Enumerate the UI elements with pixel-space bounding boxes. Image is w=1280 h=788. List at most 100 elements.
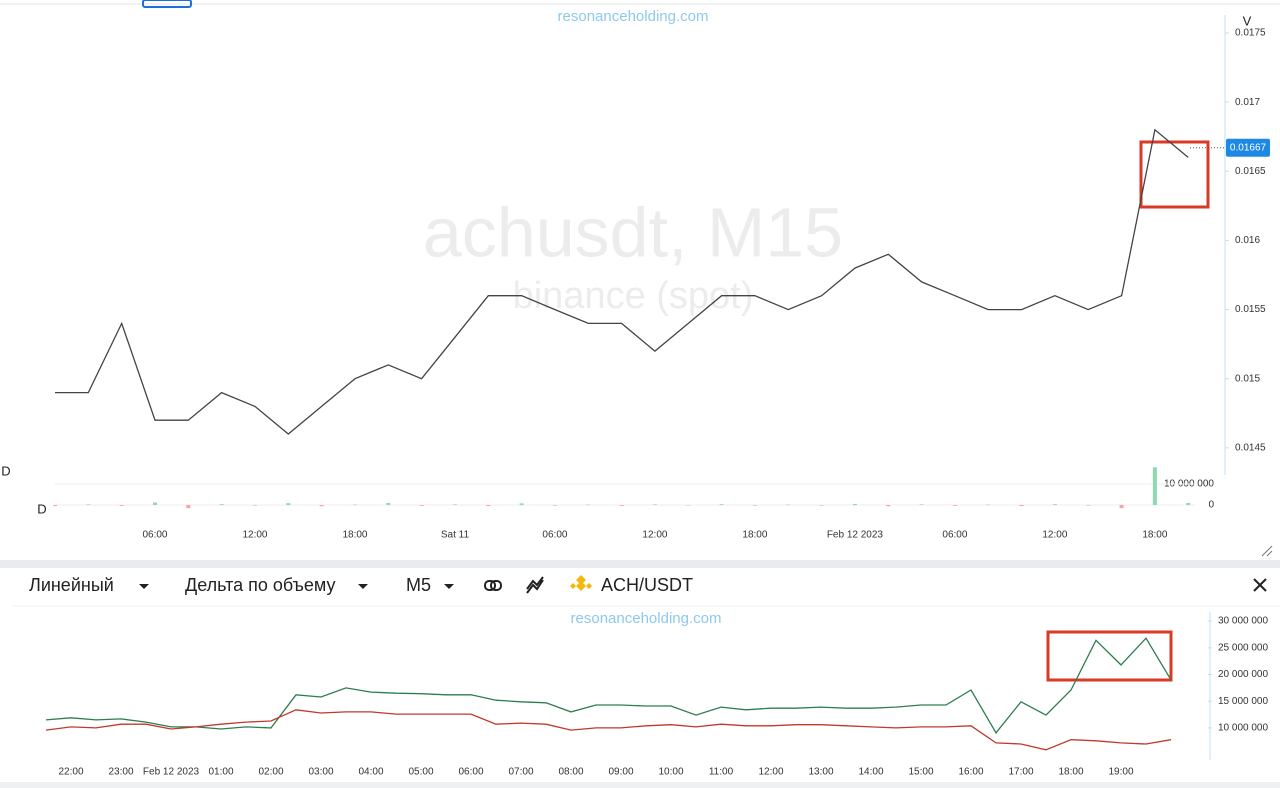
delta-bar — [486, 504, 491, 507]
y-tick-label: 25 000 000 — [1218, 642, 1268, 653]
delta-bar — [786, 504, 791, 506]
x-tick-label: 09:00 — [608, 767, 633, 778]
delta-bar — [852, 503, 857, 505]
x-tick-label: 12:00 — [1042, 530, 1067, 541]
chart-style-select[interactable]: Линейный — [29, 575, 114, 595]
delta-bar — [319, 504, 324, 507]
dropdown-arrow[interactable] — [358, 584, 368, 589]
delta-bar — [386, 502, 391, 505]
delta-bar — [419, 504, 424, 506]
timeframe-select[interactable]: M5 — [406, 575, 431, 595]
x-tick-label: 08:00 — [558, 767, 583, 778]
watermark: resonanceholding.com — [558, 8, 709, 25]
y-tick-label: 20 000 000 — [1218, 669, 1268, 680]
delta-bar — [1086, 504, 1091, 506]
volume-label: V — [1243, 13, 1252, 28]
x-tick-label: Sat 11 — [441, 530, 470, 541]
delta-bar — [519, 503, 524, 505]
delta-label: D — [1, 463, 10, 478]
delta-bar — [86, 504, 91, 505]
dropdown-arrow[interactable] — [444, 584, 454, 589]
x-tick-label: 17:00 — [1008, 767, 1033, 778]
delta-bar — [919, 504, 924, 505]
delta-bar — [652, 504, 657, 505]
x-tick-label: 04:00 — [358, 767, 383, 778]
y-tick-label: 10 000 000 — [1218, 723, 1268, 734]
x-tick-label: 12:00 — [758, 767, 783, 778]
delta-bar — [586, 504, 591, 506]
last-price-label: 0.01667 — [1230, 142, 1267, 153]
delta-bar — [286, 503, 291, 505]
delta-bar — [886, 504, 891, 507]
delta-label: D — [37, 501, 46, 516]
x-tick-label: 03:00 — [308, 767, 333, 778]
x-tick-label: 06:00 — [142, 530, 167, 541]
delta-bar — [119, 504, 124, 506]
y-tick-label: 0.0165 — [1235, 166, 1266, 177]
delta-bar — [152, 502, 157, 505]
y-tick-label: 0.0155 — [1235, 304, 1266, 315]
x-tick-label: 16:00 — [958, 767, 983, 778]
y-tick-label: 0 — [1208, 500, 1214, 511]
x-tick-label: 14:00 — [858, 767, 883, 778]
x-tick-label: 11:00 — [709, 767, 734, 778]
delta-bar — [53, 504, 57, 507]
x-tick-label: 12:00 — [642, 530, 667, 541]
delta-bar — [1019, 504, 1024, 507]
x-tick-label: 13:00 — [808, 767, 833, 778]
price-line — [45, 709, 1172, 751]
delta-bar — [1119, 504, 1124, 509]
last-price-badge — [1226, 138, 1270, 157]
x-tick-label: 22:00 — [58, 767, 83, 778]
x-tick-label: 18:00 — [742, 530, 767, 541]
x-tick-label: 15:00 — [908, 767, 933, 778]
delta-bar — [819, 504, 824, 506]
x-tick-label: 12:00 — [242, 530, 267, 541]
delta-bar — [1052, 504, 1057, 505]
x-tick-label: 18:00 — [1058, 767, 1083, 778]
x-tick-label: 05:00 — [408, 767, 433, 778]
chart-watermark-subtitle: binance (spot) — [513, 275, 754, 317]
link-button[interactable] — [484, 580, 502, 591]
close-button[interactable] — [1253, 578, 1267, 592]
delta-bar — [686, 504, 691, 506]
x-tick-label: 06:00 — [942, 530, 967, 541]
chart-watermark-title: achusdt, M15 — [423, 193, 843, 271]
y-tick-label: 0.016 — [1235, 235, 1260, 246]
price-line — [55, 128, 1189, 435]
compare-button[interactable] — [526, 576, 544, 594]
delta-bar — [186, 504, 191, 509]
resize-handle[interactable] — [1261, 545, 1273, 557]
x-tick-label: 07:00 — [508, 767, 533, 778]
y-tick-label: 15 000 000 — [1218, 696, 1268, 707]
delta-bar — [1152, 467, 1157, 505]
y-tick-label: 0.0175 — [1235, 28, 1266, 39]
delta-bar — [986, 504, 991, 506]
y-tick-label: 0.0145 — [1235, 443, 1266, 454]
y-tick-label: 30 000 000 — [1218, 616, 1268, 627]
delta-bar — [352, 504, 357, 506]
bottom-strip — [0, 782, 1280, 788]
delta-bar — [452, 504, 457, 505]
y-tick-label: 0.015 — [1235, 373, 1260, 384]
tab-indicator — [142, 0, 192, 8]
x-tick-label: 18:00 — [1142, 530, 1167, 541]
delta-bar — [952, 504, 957, 506]
x-tick-label: 02:00 — [258, 767, 283, 778]
x-tick-label: 19:00 — [1108, 767, 1133, 778]
dropdown-arrow[interactable] — [139, 584, 149, 589]
delta-bar — [619, 504, 624, 506]
x-tick-label: 01:00 — [208, 767, 233, 778]
indicator-select[interactable]: Дельта по объему — [185, 575, 335, 595]
x-tick-label: 23:00 — [108, 767, 133, 778]
x-tick-label: 18:00 — [342, 530, 367, 541]
delta-bar — [552, 504, 557, 506]
x-tick-label: 10:00 — [658, 767, 683, 778]
x-tick-label: Feb 12 2023 — [827, 530, 884, 541]
delta-bar — [719, 504, 724, 505]
x-tick-label: 06:00 — [542, 530, 567, 541]
exchange-icon — [570, 575, 592, 591]
panel-separator — [0, 560, 1280, 568]
delta-bar — [219, 504, 224, 505]
